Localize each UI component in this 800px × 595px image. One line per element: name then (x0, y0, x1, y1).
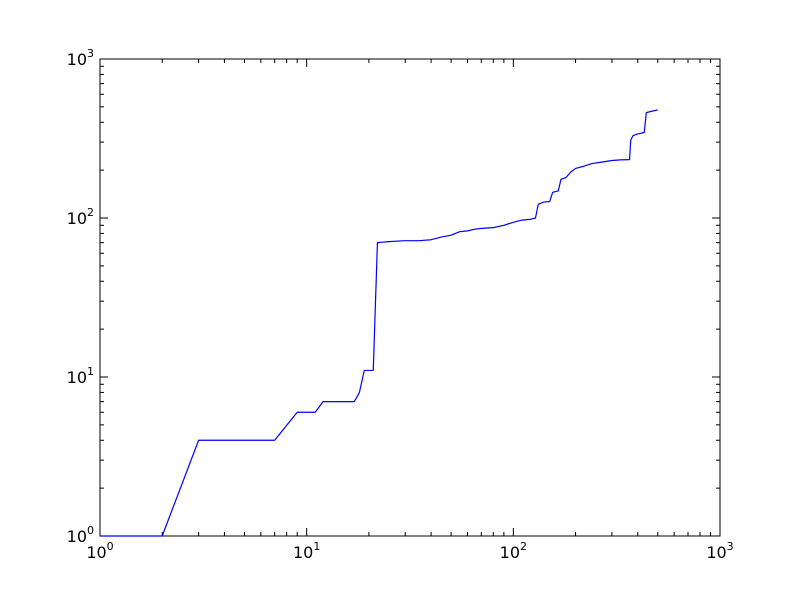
y-tick-label: 100 (67, 524, 94, 546)
tick-label-base: 10 (67, 50, 87, 69)
series-group (100, 109, 658, 537)
plot-frame (99, 58, 721, 537)
y-tick-label: 103 (67, 47, 94, 69)
tick-label-exponent: 0 (87, 524, 94, 537)
y-tick-label: 102 (67, 206, 94, 228)
tick-label-exponent: 1 (87, 365, 94, 378)
x-tick-label: 100 (86, 540, 113, 562)
y-tick-label: 101 (67, 365, 94, 387)
tick-label-exponent: 0 (107, 540, 114, 553)
x-tick-label: 101 (293, 540, 320, 562)
tick-label-base: 10 (293, 543, 313, 562)
tick-label-exponent: 2 (87, 206, 94, 219)
series-line (100, 109, 658, 537)
tick-label-base: 10 (67, 527, 87, 546)
tick-label-exponent: 3 (727, 540, 734, 553)
tick-label-exponent: 1 (313, 540, 320, 553)
x-tick-label: 103 (706, 540, 733, 562)
tick-label-base: 10 (67, 368, 87, 387)
tick-label-base: 10 (706, 543, 726, 562)
ticks (99, 58, 721, 537)
x-tick-label: 102 (500, 540, 527, 562)
tick-label-base: 10 (500, 543, 520, 562)
tick-label-exponent: 3 (87, 47, 94, 60)
tick-label-base: 10 (86, 543, 106, 562)
tick-label-exponent: 2 (520, 540, 527, 553)
tick-label-base: 10 (67, 209, 87, 228)
